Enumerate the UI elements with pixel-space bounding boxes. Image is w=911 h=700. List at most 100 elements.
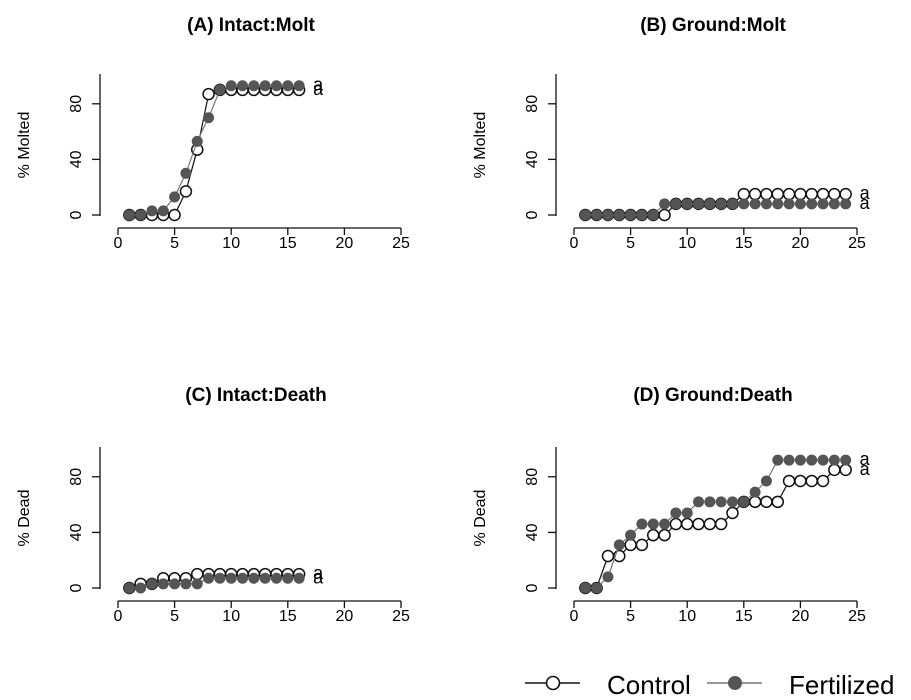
legend: Control Fertilized — [525, 670, 894, 700]
x-tick-label: 0 — [114, 608, 123, 625]
fertilized-point — [749, 486, 761, 498]
fertilized-series-line — [129, 577, 300, 589]
fertilized-point — [203, 112, 215, 124]
x-tick-label: 5 — [626, 235, 635, 252]
fertilized-point — [225, 572, 237, 584]
fertilized-point — [693, 496, 705, 508]
fertilized-significance-label: a — [313, 567, 324, 587]
fertilized-point — [180, 167, 192, 179]
fertilized-point — [659, 198, 671, 210]
control-point — [202, 87, 215, 101]
control-point — [624, 538, 637, 552]
x-tick-label: 5 — [170, 235, 179, 252]
legend-fertilized-marker — [728, 676, 742, 690]
fertilized-point — [760, 198, 772, 210]
control-significance-label: a — [860, 459, 871, 479]
fertilized-point — [214, 572, 226, 584]
y-axis-label: % Molted — [16, 112, 33, 179]
panel-1: (A) Intact:Molt 0 40 80 % Molted 0 5 10 15 20 25 aa — [16, 15, 410, 252]
fertilized-point — [726, 198, 738, 210]
fertilized-point — [794, 198, 806, 210]
control-point — [760, 187, 773, 201]
fertilized-point — [248, 572, 260, 584]
fertilized-point — [602, 209, 614, 221]
fertilized-point — [681, 198, 693, 210]
fertilized-point — [282, 572, 294, 584]
control-point — [737, 187, 751, 201]
fertilized-point — [579, 209, 591, 221]
fertilized-point — [817, 454, 829, 466]
legend-fertilized-label: Fertilized — [789, 670, 894, 700]
x-tick-label: 25 — [392, 608, 410, 625]
fertilized-point — [169, 191, 181, 203]
x-tick-label: 25 — [392, 235, 410, 252]
fertilized-point — [123, 582, 135, 594]
fertilized-point — [203, 572, 215, 584]
legend-control-marker — [545, 675, 561, 691]
control-point — [726, 506, 739, 520]
x-tick-label: 15 — [279, 608, 297, 625]
fertilized-point — [772, 198, 784, 210]
fertilized-point — [625, 209, 637, 221]
fertilized-point — [840, 198, 852, 210]
control-point — [601, 549, 615, 563]
y-axis-label: % Dead — [16, 490, 33, 547]
fertilized-point — [282, 80, 294, 92]
panel-title: (A) Intact:Molt — [187, 15, 315, 36]
control-point — [794, 474, 807, 488]
fertilized-point — [293, 80, 305, 92]
fertilized-point — [806, 454, 818, 466]
control-point — [816, 187, 830, 201]
fertilized-point — [828, 454, 840, 466]
control-point — [168, 208, 181, 222]
fertilized-point — [681, 507, 693, 519]
fertilized-point — [670, 507, 682, 519]
control-point — [635, 538, 649, 552]
fertilized-point — [591, 582, 603, 594]
x-tick-label: 20 — [792, 608, 810, 625]
control-point — [748, 187, 762, 201]
fertilized-point — [191, 135, 203, 147]
control-point — [828, 463, 841, 477]
y-tick-label: 40 — [524, 523, 541, 541]
fertilized-point — [715, 496, 727, 508]
fertilized-point — [135, 582, 147, 594]
control-point — [760, 495, 773, 509]
fertilized-point — [738, 198, 750, 210]
fertilized-point — [726, 496, 738, 508]
y-tick-label: 40 — [68, 523, 85, 541]
control-series-line — [585, 469, 846, 589]
y-tick-label: 80 — [68, 95, 85, 113]
control-point — [794, 187, 807, 201]
fertilized-point — [237, 80, 249, 92]
fertilized-point — [704, 198, 716, 210]
fertilized-point — [760, 475, 772, 487]
control-point — [782, 474, 796, 488]
fertilized-point — [613, 539, 625, 551]
fertilized-point — [259, 572, 271, 584]
x-tick-label: 20 — [336, 235, 354, 252]
fertilized-point — [293, 572, 305, 584]
x-tick-label: 5 — [170, 608, 179, 625]
fertilized-point — [693, 198, 705, 210]
x-tick-label: 10 — [222, 235, 240, 252]
control-point — [714, 517, 728, 531]
fertilized-point — [704, 496, 716, 508]
x-tick-label: 15 — [735, 235, 753, 252]
fertilized-point — [783, 198, 795, 210]
fertilized-point — [659, 518, 671, 530]
control-point — [669, 517, 683, 531]
fertilized-point — [794, 454, 806, 466]
fertilized-point — [715, 198, 727, 210]
control-point — [782, 187, 796, 201]
control-point — [703, 517, 717, 531]
panel-title: (C) Intact:Death — [185, 385, 326, 406]
fertilized-significance-label: a — [860, 193, 871, 213]
fertilized-point — [270, 80, 282, 92]
y-tick-label: 0 — [68, 583, 85, 592]
fertilized-point — [636, 209, 648, 221]
fertilized-point — [636, 518, 648, 530]
x-tick-label: 15 — [279, 235, 297, 252]
fertilized-point — [602, 571, 614, 583]
